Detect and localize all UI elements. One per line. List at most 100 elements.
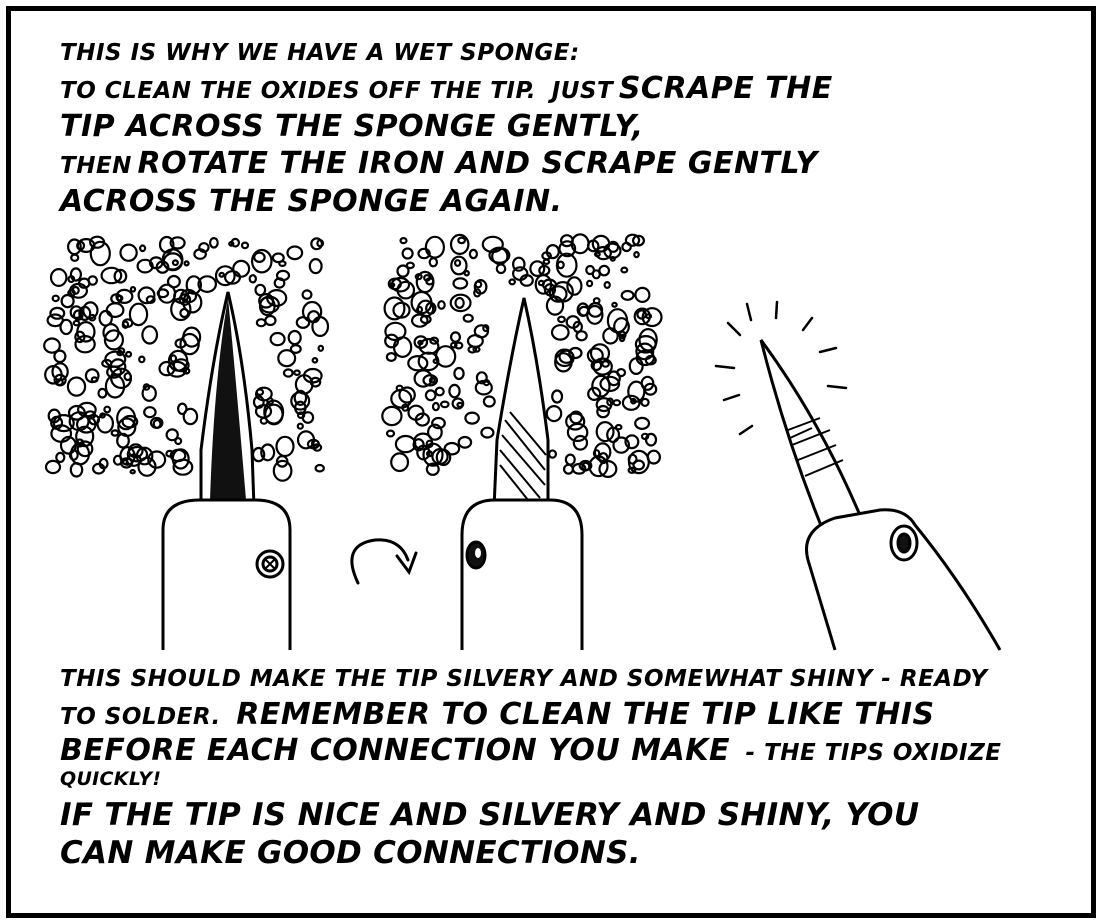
sponge-pore <box>586 347 604 364</box>
caption-emphasis: ROTATE THE IRON AND SCRAPE GENTLY <box>137 146 818 181</box>
sponge-pore <box>282 368 294 378</box>
soldering-iron-left <box>161 291 292 650</box>
sponge-pore <box>595 421 615 443</box>
sponge-pore <box>171 259 179 267</box>
sponge-pore <box>451 397 465 410</box>
sponge-pore <box>422 442 444 467</box>
sponge-pore <box>611 301 618 308</box>
sponge-pore <box>443 441 461 456</box>
sponge-pore <box>634 416 651 430</box>
sponge-pore <box>77 277 91 289</box>
caption-text: - THE TIPS OXIDIZE <box>745 740 1002 766</box>
sponge-pore <box>462 313 474 323</box>
sponge-pore <box>614 423 623 431</box>
sponge-pore <box>174 437 183 446</box>
sponge-pore <box>109 358 127 376</box>
sponge-pore <box>263 399 285 425</box>
sponge-pore <box>53 349 67 364</box>
sponge-pore <box>44 364 63 385</box>
sponge-pore <box>603 242 622 260</box>
sponge-pore <box>67 288 76 298</box>
caption-line: TO SOLDER. REMEMBER TO CLEAN THE TIP LIK… <box>60 700 935 730</box>
sponge-left-pores <box>43 235 330 482</box>
sponge-pore <box>169 236 186 250</box>
sponge-pore <box>214 265 236 287</box>
sponge-pore <box>66 376 87 397</box>
caption-line: IF THE TIP IS NICE AND SILVERY AND SHINY… <box>60 797 920 833</box>
sponge-pore <box>562 463 574 475</box>
sponge-pore <box>301 289 313 300</box>
sponge-pore <box>424 389 437 402</box>
sponge-pore <box>390 276 411 293</box>
sponge-pore <box>413 369 433 388</box>
sponge-pore <box>293 400 307 415</box>
sponge-pore <box>232 259 251 278</box>
sponge-pore <box>425 462 440 476</box>
sponge-pore <box>644 432 658 447</box>
sponge-pore <box>59 318 73 336</box>
sponge-pore <box>419 314 432 325</box>
caption-line: THIS IS WHY WE HAVE A WET SPONGE: <box>60 40 580 66</box>
sponge-pore <box>74 330 86 344</box>
sponge-pore <box>566 276 583 296</box>
sponge-pore <box>592 297 601 305</box>
sponge-pore <box>593 442 612 462</box>
sponge-pore <box>185 275 202 295</box>
sponge-pore <box>250 248 273 274</box>
sponge-pore <box>427 423 443 441</box>
sponge-pore <box>119 243 138 262</box>
sponge-pore <box>76 240 86 251</box>
sponge-pore <box>556 260 565 270</box>
sponge-pore <box>454 341 464 350</box>
sponge-pore <box>621 241 632 253</box>
sponge-pore <box>295 316 311 329</box>
sponge-pore <box>407 355 429 372</box>
sponge-pore <box>596 404 610 419</box>
soldering-iron-right <box>759 339 1002 651</box>
caption-line: ACROSS THE SPONGE AGAIN. <box>60 184 563 219</box>
sponge-pore <box>104 350 127 368</box>
sponge-pore <box>437 300 446 310</box>
sponge-pore <box>272 459 293 482</box>
caption-emphasis: SCRAPE THE <box>618 71 833 106</box>
sponge-pore <box>98 309 113 327</box>
sponge-pore <box>157 283 177 304</box>
sponge-pore <box>587 386 602 401</box>
sponge-pore <box>317 344 325 352</box>
sponge-pore <box>385 352 397 363</box>
sponge-pore <box>290 391 311 411</box>
sponge-pore <box>253 251 266 263</box>
sponge-pore <box>103 329 125 351</box>
sponge-pore <box>390 388 413 409</box>
sponge-pore <box>183 260 190 267</box>
sponge-pore <box>69 442 91 466</box>
sponge-pore <box>149 416 164 429</box>
sponge-pore <box>193 248 207 260</box>
sponge-pore <box>49 268 68 288</box>
sponge-pore <box>67 275 76 284</box>
sponge-pore <box>407 404 425 421</box>
sponge-pore <box>450 331 462 343</box>
caption-emphasis: REMEMBER TO CLEAN THE TIP LIKE THIS <box>236 697 935 732</box>
sponge-pore <box>627 466 637 474</box>
caption-emphasis: BEFORE EACH CONNECTION YOU MAKE <box>60 733 730 768</box>
sponge-pore <box>271 252 285 264</box>
sponge-pore <box>439 400 450 409</box>
sponge-pore <box>396 264 410 278</box>
sponge-pore <box>612 436 630 454</box>
sponge-pore <box>248 274 257 284</box>
sponge-pore <box>585 264 595 276</box>
sponge-pore <box>98 457 109 470</box>
sponge-pore <box>508 278 517 286</box>
sponge-pore <box>638 327 658 352</box>
caption-text: TO CLEAN THE OXIDES OFF THE TIP. <box>60 78 537 104</box>
sponge-pore <box>169 448 187 463</box>
sponge-pore <box>208 237 219 249</box>
sponge-pore <box>60 293 75 309</box>
sponge-pore <box>384 321 407 342</box>
sponge-pore <box>306 438 320 450</box>
sponge-pore <box>454 259 462 267</box>
sponge-pore <box>576 302 590 317</box>
sponge-pore <box>565 315 581 329</box>
sponge-pore <box>398 386 416 404</box>
